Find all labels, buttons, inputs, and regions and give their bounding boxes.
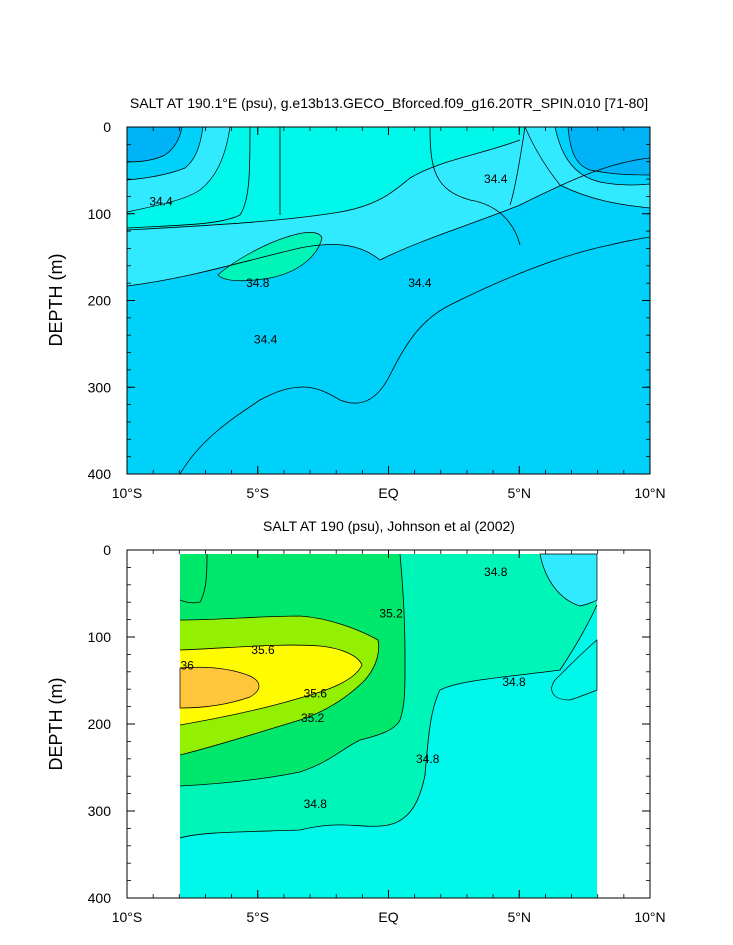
top-contour-label: 34.4 xyxy=(484,172,508,186)
top-contour-blob-34-8 xyxy=(217,232,323,282)
top-xtick-label: EQ xyxy=(378,485,398,501)
top-xtick-label: 10°N xyxy=(634,485,665,501)
bottom-fill-core xyxy=(179,666,260,709)
bottom-ytick-label: 300 xyxy=(88,803,112,819)
bottom-ytick-label: 200 xyxy=(88,716,112,732)
bottom-contour-line-34-8 xyxy=(179,604,598,839)
top-ytick-label: 200 xyxy=(88,293,112,309)
bottom-contour-label: 34.8 xyxy=(502,675,526,689)
bottom-ytick-label: 400 xyxy=(88,890,112,906)
top-fill-deep xyxy=(127,237,650,474)
top-xtick-label: 5°N xyxy=(508,485,532,501)
top-contour-line-5 xyxy=(509,126,526,206)
bottom-contour-label: 34.8 xyxy=(304,797,328,811)
top-ylabel: DEPTH (m) xyxy=(46,254,66,347)
top-ytick-label: 400 xyxy=(88,466,112,482)
bottom-contour-label: 34.8 xyxy=(416,752,440,766)
top-contour-line-1 xyxy=(126,157,651,287)
top-contour-line-4 xyxy=(429,126,521,246)
top-contour-label: 34.8 xyxy=(246,276,270,290)
bottom-ylabel: DEPTH (m) xyxy=(46,678,66,771)
top-xtick-label: 5°S xyxy=(246,485,269,501)
bottom-ytick-label: 0 xyxy=(103,542,111,558)
bottom-panel: SALT AT 190 (psu), Johnson et al (2002) xyxy=(46,518,666,925)
bottom-contour-label: 35.6 xyxy=(304,687,328,701)
bottom-contour-label: 34.8 xyxy=(484,565,508,579)
top-contour-label: 34.4 xyxy=(149,195,173,209)
top-contour-line-6 xyxy=(126,126,251,229)
top-contour-sw-3 xyxy=(126,126,183,163)
bottom-contour-line-nw xyxy=(179,553,208,604)
bottom-contour-line-36 xyxy=(179,644,363,726)
bottom-xtick-label: 5°S xyxy=(246,909,269,925)
top-contour-label: 34.4 xyxy=(408,276,432,290)
bottom-fill-east-pocket xyxy=(551,639,598,701)
bottom-fill-36 xyxy=(180,645,362,725)
bottom-plot-area xyxy=(179,553,598,898)
bottom-axes: 10°S 5°S EQ 5°N 10°N 0 100 200 300 400 xyxy=(88,542,666,925)
bottom-contour-line-35-2 xyxy=(179,553,406,787)
bottom-fill-ne-corner xyxy=(539,553,598,607)
top-contour-label: 34.4 xyxy=(254,333,278,347)
bottom-ytick-label: 100 xyxy=(88,629,112,645)
top-plot-area xyxy=(126,126,651,475)
bottom-contour-labels: 36 35.6 35.6 35.2 35.2 34.8 34.8 34.8 34.8 xyxy=(180,565,526,811)
bottom-xtick-label: EQ xyxy=(378,909,398,925)
top-ytick-label: 0 xyxy=(103,119,111,135)
bottom-contour-label: 35.2 xyxy=(379,607,403,621)
top-axes: 10°S 5°S EQ 5°N 10°N 0 100 200 300 400 xyxy=(88,119,666,501)
top-ytick-label: 300 xyxy=(88,379,112,395)
top-contour-line-3 xyxy=(179,236,651,475)
top-xtick-label: 10°S xyxy=(112,485,143,501)
bottom-contour-line-35-6 xyxy=(179,615,380,756)
top-fill-band-2 xyxy=(127,127,525,230)
bottom-xtick-label: 10°S xyxy=(112,909,143,925)
top-panel-title: SALT AT 190.1°E (psu), g.e13b13.GECO_Bfo… xyxy=(130,95,648,111)
top-panel: SALT AT 190.1°E (psu), g.e13b13.GECO_Bfo… xyxy=(46,95,666,501)
top-contour-line-2 xyxy=(126,139,521,231)
top-contour-se-3 xyxy=(567,126,651,176)
top-ytick-label: 100 xyxy=(88,206,112,222)
bottom-xtick-label: 5°N xyxy=(508,909,532,925)
bottom-contour-label: 35.2 xyxy=(301,711,325,725)
top-contour-labels: 34.4 34.8 34.4 34.4 34.4 xyxy=(149,172,508,347)
bottom-contour-label: 35.6 xyxy=(251,643,275,657)
bottom-xtick-label: 10°N xyxy=(634,909,665,925)
bottom-contour-label: 36 xyxy=(180,659,194,673)
bottom-panel-title: SALT AT 190 (psu), Johnson et al (2002) xyxy=(263,518,515,534)
